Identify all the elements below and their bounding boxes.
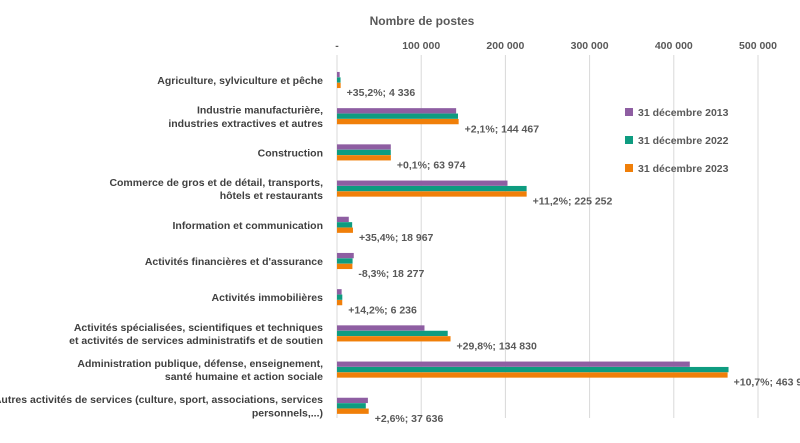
category-label: hôtels et restaurants <box>220 190 323 202</box>
bar <box>337 71 340 78</box>
data-label: +2,1%; 144 467 <box>465 123 540 135</box>
bar <box>337 294 343 300</box>
bar <box>337 263 353 270</box>
category-label: Activités immobilières <box>212 292 324 304</box>
bar <box>337 149 391 156</box>
category-label: Information et communication <box>172 220 323 232</box>
bar <box>337 222 353 228</box>
bar <box>337 191 527 197</box>
category-label: industries extractives et autres <box>168 118 323 130</box>
x-tick-label: 400 000 <box>655 40 693 52</box>
bar <box>337 216 349 223</box>
bar <box>337 118 459 125</box>
data-label: +35,4%; 18 967 <box>359 232 434 244</box>
category-label: Agriculture, sylviculture et pêche <box>157 75 323 87</box>
data-label: +35,2%; 4 336 <box>347 87 416 99</box>
data-label: +11,2%; 225 252 <box>533 196 613 208</box>
bar <box>337 289 342 295</box>
bar <box>337 408 369 414</box>
x-tick-label: 200 000 <box>486 40 524 52</box>
category-label: santé humaine et action sociale <box>165 371 323 383</box>
category-label: Industrie manufacturière, <box>197 105 323 117</box>
legend-swatch <box>625 136 633 144</box>
data-label: +2,6%; 37 636 <box>375 413 444 425</box>
bar <box>337 366 729 373</box>
bar <box>337 113 458 119</box>
category-label: Activités spécialisées, scientifiques et… <box>74 322 323 334</box>
category-label: personnels,...) <box>252 407 323 419</box>
bar <box>337 325 425 331</box>
data-label: +29,8%; 134 830 <box>457 340 537 352</box>
category-label: Activités financières et d'assurance <box>145 256 323 268</box>
data-label: +0,1%; 63 974 <box>397 159 466 171</box>
category-label: Construction <box>258 147 323 159</box>
category-label: Commerce de gros et de détail, transport… <box>109 177 323 189</box>
bar <box>337 397 368 404</box>
bars <box>337 71 729 414</box>
legend: 31 décembre 2013 31 décembre 2022 31 décem… <box>625 107 729 175</box>
bar <box>337 185 527 192</box>
legend-label: 31 décembre 2022 <box>638 135 729 147</box>
x-tick-label: 100 000 <box>402 40 440 52</box>
bar <box>337 258 353 264</box>
bar <box>337 227 353 233</box>
x-axis-title: Nombre de postes <box>370 14 475 28</box>
legend-swatch <box>625 164 633 172</box>
category-label: Autres activités de services (culture, s… <box>0 394 323 406</box>
bar <box>337 299 343 306</box>
bar <box>337 77 341 83</box>
bar <box>337 252 354 259</box>
x-tick-label: 500 000 <box>739 40 777 52</box>
bar <box>337 144 391 150</box>
bar <box>337 361 690 367</box>
data-label: +14,2%; 6 236 <box>348 304 417 316</box>
category-label: et activités de services administratifs … <box>69 335 323 347</box>
bar <box>337 372 728 378</box>
data-label: +10,7%; 463 904 <box>734 377 800 389</box>
category-label: Administration publique, défense, enseig… <box>77 358 323 370</box>
data-label: -8,3%; 18 277 <box>358 268 424 280</box>
bar <box>337 336 451 342</box>
bar <box>337 155 391 161</box>
bar <box>337 82 341 89</box>
x-tick-label: - <box>335 40 339 52</box>
bar <box>337 180 508 186</box>
legend-swatch <box>625 108 633 116</box>
data-labels: +35,2%; 4 336 +2,1%; 144 467 +0,1%; 63 974… <box>347 87 800 425</box>
x-tick-label: 300 000 <box>571 40 609 52</box>
x-tick-labels: - 100 000 200 000 300 000 400 000 500 000 <box>335 40 777 52</box>
bar <box>337 403 366 409</box>
category-labels: Agriculture, sylviculture et pêche Indust… <box>0 75 323 419</box>
legend-label: 31 décembre 2013 <box>638 107 729 119</box>
bar <box>337 330 448 337</box>
legend-label: 31 décembre 2023 <box>638 163 729 175</box>
bar <box>337 108 457 114</box>
